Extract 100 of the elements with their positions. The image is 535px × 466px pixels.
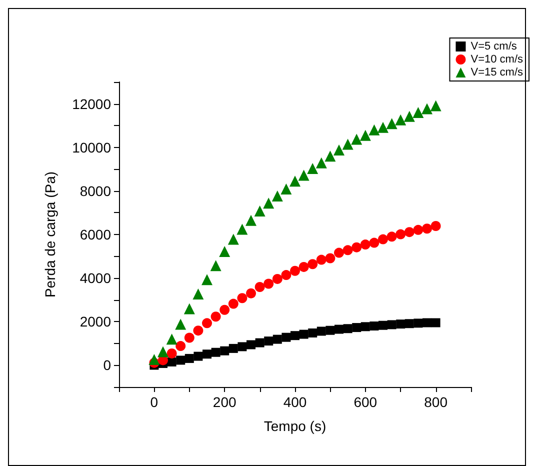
- point: [326, 326, 335, 335]
- point: [158, 346, 168, 358]
- y-tick-label: 4000: [80, 270, 112, 286]
- point: [334, 248, 344, 258]
- point: [272, 334, 282, 344]
- point: [290, 331, 300, 340]
- point: [272, 274, 282, 284]
- point: [351, 134, 362, 145]
- point: [396, 229, 406, 240]
- point: [386, 232, 397, 242]
- x-tick-label: 400: [283, 394, 307, 410]
- point: [395, 114, 406, 126]
- point: [194, 352, 203, 361]
- y-tick-label: 0: [103, 357, 112, 374]
- point: [166, 334, 178, 345]
- point: [360, 322, 370, 332]
- y-axis-title: Perda de carga (Pa): [42, 171, 58, 298]
- point: [334, 144, 344, 156]
- point: [237, 293, 248, 304]
- point: [413, 224, 424, 235]
- point: [148, 354, 160, 366]
- point: [431, 318, 440, 328]
- point: [298, 262, 309, 272]
- point: [184, 303, 195, 314]
- point: [219, 246, 230, 257]
- point: [298, 170, 310, 181]
- point: [308, 259, 318, 270]
- point: [430, 221, 441, 231]
- point: [210, 260, 222, 272]
- point: [220, 304, 230, 315]
- legend-label: V=5 cm/s: [470, 40, 518, 52]
- point: [404, 110, 415, 122]
- x-tick-label: 800: [424, 394, 448, 410]
- point: [211, 348, 220, 357]
- point: [422, 103, 432, 114]
- point: [184, 354, 194, 363]
- point: [176, 341, 186, 352]
- point: [412, 107, 424, 118]
- point: [308, 328, 318, 338]
- point: [280, 183, 292, 194]
- point: [404, 319, 414, 328]
- point: [220, 346, 230, 356]
- y-tick-label: 6000: [80, 226, 112, 242]
- x-tick-label: 200: [212, 394, 236, 410]
- x-axis-title: Tempo (s): [264, 418, 326, 434]
- point: [299, 330, 308, 339]
- point: [342, 245, 353, 256]
- point: [404, 227, 414, 238]
- point: [422, 224, 432, 234]
- legend-label: V=15 cm/s: [470, 66, 524, 78]
- point: [342, 138, 354, 150]
- point: [192, 288, 204, 300]
- y-tick-label: 10000: [72, 139, 112, 156]
- point: [422, 318, 432, 328]
- point: [324, 150, 336, 162]
- point: [290, 266, 300, 276]
- point: [202, 350, 212, 359]
- point: [176, 356, 186, 365]
- point: [316, 254, 326, 265]
- point: [236, 224, 248, 235]
- point: [325, 253, 336, 264]
- point: [228, 344, 238, 353]
- point: [246, 340, 256, 350]
- point: [254, 282, 265, 292]
- y-tick-label: 12000: [72, 96, 112, 112]
- point: [281, 270, 292, 280]
- point: [334, 324, 344, 334]
- point: [370, 322, 379, 330]
- point: [352, 242, 362, 252]
- y-tick-label: 8000: [80, 182, 112, 199]
- point: [228, 234, 239, 245]
- legend-label: V=10 cm/s: [470, 54, 524, 66]
- point: [307, 162, 318, 174]
- point: [360, 130, 371, 141]
- point: [378, 122, 388, 133]
- point: [254, 205, 266, 216]
- point: [368, 124, 380, 136]
- x-tick-label: 600: [354, 394, 378, 410]
- point: [396, 320, 406, 329]
- point: [343, 324, 352, 334]
- point: [246, 288, 256, 298]
- point: [414, 318, 423, 328]
- point: [360, 240, 370, 250]
- x-tick-label: 0: [150, 394, 158, 410]
- point: [369, 238, 380, 248]
- point: [316, 157, 327, 168]
- y-tick-label: 2000: [80, 314, 112, 330]
- point: [386, 118, 398, 130]
- point: [255, 338, 264, 348]
- point: [264, 278, 274, 289]
- point: [263, 198, 274, 209]
- point: [352, 323, 362, 332]
- point: [430, 100, 442, 112]
- point: [210, 312, 221, 322]
- point: [202, 274, 212, 286]
- point: [228, 298, 238, 309]
- point: [202, 318, 212, 328]
- point: [264, 336, 274, 346]
- point: [272, 190, 283, 202]
- point: [282, 332, 291, 342]
